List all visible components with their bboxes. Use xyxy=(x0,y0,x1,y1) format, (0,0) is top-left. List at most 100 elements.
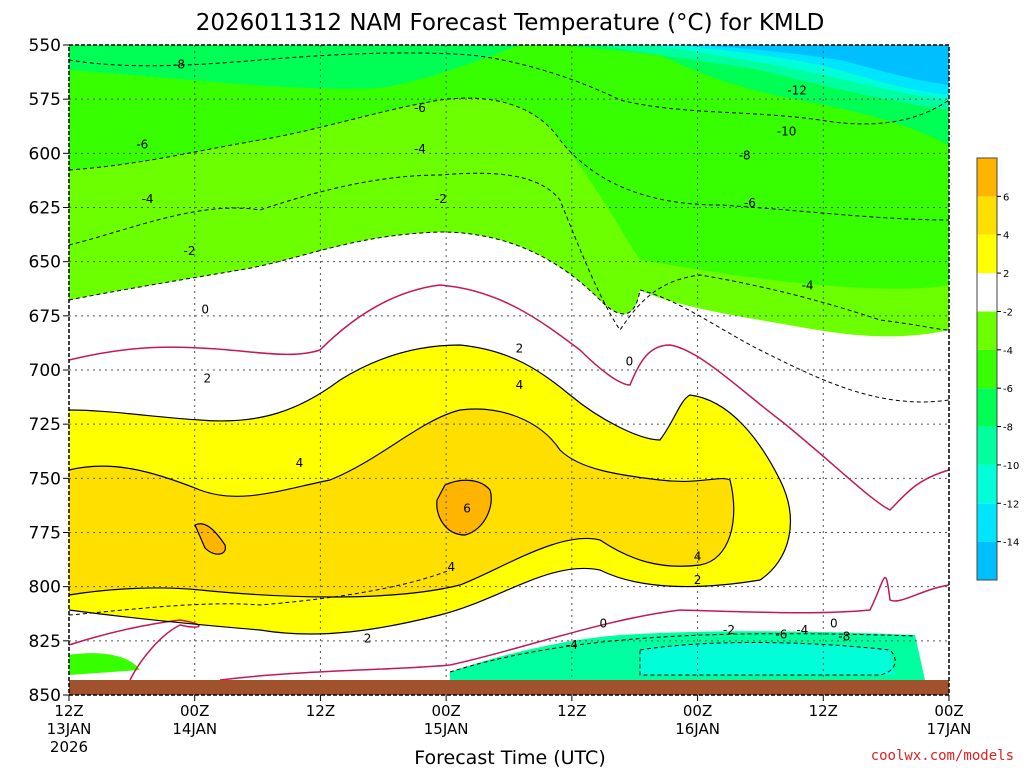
contour-label: -4 xyxy=(142,192,154,206)
y-tick-label-675: 675 xyxy=(29,307,61,327)
negative-isotherms xyxy=(68,52,950,676)
y-tick-label-725: 725 xyxy=(29,415,61,435)
colorbar-tick-label: 4 xyxy=(1003,231,1009,242)
band-6-fill-west xyxy=(195,523,226,555)
contour-label: 2 xyxy=(516,341,524,355)
contour-label: -6 xyxy=(136,138,148,152)
y-tick-label-650: 650 xyxy=(29,253,61,273)
y-tick-label-625: 625 xyxy=(29,199,61,219)
contour-label: 4 xyxy=(516,378,524,392)
x-axis-label: Forecast Time (UTC) xyxy=(414,747,605,768)
x-tick-date-0: 13JAN xyxy=(47,720,92,738)
y-tick-label-575: 575 xyxy=(29,90,61,110)
colorbar: -14 -12 -10 -8 -6 -4 -2 2 4 6 xyxy=(976,157,1019,581)
colorbar-segment xyxy=(977,273,997,312)
isotherm-4 xyxy=(68,408,735,598)
x-tick-label-24: 12Z xyxy=(306,702,335,720)
colorbar-segment xyxy=(977,503,997,542)
band-6-fill xyxy=(436,480,492,535)
y-tick-label-775: 775 xyxy=(29,524,61,544)
contour-label: -6 xyxy=(744,196,756,210)
y-tick-label-600: 600 xyxy=(29,144,61,164)
contour-label: -10 xyxy=(777,125,797,139)
colorbar-segment xyxy=(977,158,997,197)
colorbar-tick-label: 6 xyxy=(1003,192,1009,203)
contour-label: -6 xyxy=(775,627,787,641)
colorbar-tick-label: 2 xyxy=(1003,269,1009,280)
colorbar-segment xyxy=(977,541,997,580)
contour-label: -2 xyxy=(723,623,735,637)
contour-label: -6 xyxy=(414,101,426,115)
contour-label: 0 xyxy=(830,617,838,631)
colorbar-tick-label: -6 xyxy=(1003,384,1013,395)
x-tick-date-84: 17JAN xyxy=(927,720,972,738)
isotherm-zero-upper xyxy=(68,284,950,511)
plot-frame xyxy=(68,44,950,696)
isotherm-6-west xyxy=(194,523,227,555)
x-tick-label-60: 00Z xyxy=(683,702,712,720)
x-tick-label-48: 12Z xyxy=(557,702,586,720)
x-tick-date-36: 15JAN xyxy=(424,720,469,738)
isotherm-minus-8 xyxy=(68,52,950,125)
colorbar-tick-label: -14 xyxy=(1003,538,1019,549)
contour-label: -8 xyxy=(173,58,185,72)
contour-label: -8 xyxy=(838,630,850,644)
ground-surface xyxy=(69,680,949,695)
contour-label: -4 xyxy=(414,142,426,156)
contour-label: -12 xyxy=(787,84,807,98)
y-axis: 550 575 600 625 650 675 700 725 750 775 800 825 850 xyxy=(29,36,69,706)
chart-title: 2026011312 NAM Forecast Temperature (°C)… xyxy=(196,10,825,36)
low-level-cold-core-fill xyxy=(640,642,895,675)
band-4-fill xyxy=(69,409,734,597)
y-tick-label-550: 550 xyxy=(29,36,61,56)
colorbar-tick-label: -4 xyxy=(1003,346,1013,357)
x-tick-date-60: 16JAN xyxy=(675,720,720,738)
y-tick-label-750: 750 xyxy=(29,469,61,489)
colorbar-tick-label: -8 xyxy=(1003,423,1013,434)
contour-label: 0 xyxy=(201,302,209,316)
contour-label: 0 xyxy=(626,354,634,368)
y-tick-label-800: 800 xyxy=(29,578,61,598)
surface-green-patch-fill xyxy=(69,653,140,675)
contour-label: 6 xyxy=(463,502,471,516)
contour-label: -4 xyxy=(566,638,578,652)
isotherm-minus-6-low xyxy=(639,642,896,676)
isotherm-6 xyxy=(436,479,492,536)
contour-label: 4 xyxy=(694,549,702,563)
colorbar-tick-label: -10 xyxy=(1003,461,1019,472)
colorbar-segment xyxy=(977,196,997,235)
isotherm-2 xyxy=(68,344,791,635)
isotherm-minus-4 xyxy=(68,172,950,331)
contour-label: 4 xyxy=(296,456,304,470)
isotherm-minus-6 xyxy=(68,97,950,221)
colorbar-segment xyxy=(977,349,997,389)
x-tick-year-0: 2026 xyxy=(50,738,88,756)
band-minus-6-fill xyxy=(69,45,949,145)
isotherm-minus-2-low xyxy=(68,569,916,673)
contour-label: 2 xyxy=(364,632,372,646)
y-tick-label-825: 825 xyxy=(29,632,61,652)
colorbar-segment xyxy=(977,234,997,274)
contour-label: 4 xyxy=(448,560,456,574)
x-tick-date-12: 14JAN xyxy=(172,720,217,738)
contour-label: -4 xyxy=(796,623,808,637)
x-tick-label-72: 12Z xyxy=(809,702,838,720)
isotherm-zero-lower-east xyxy=(219,576,950,681)
band-minus-6-fill-west xyxy=(69,45,520,89)
x-tick-label-84: 00Z xyxy=(934,702,963,720)
contour-label: -8 xyxy=(739,149,751,163)
contour-label: 2 xyxy=(203,372,211,386)
contour-label: -2 xyxy=(435,192,447,206)
x-tick-label-36: 00Z xyxy=(431,702,460,720)
contour-label: 2 xyxy=(694,573,702,587)
colorbar-segment xyxy=(977,464,997,504)
colorbar-segment xyxy=(977,388,997,427)
colorbar-tick-label: -2 xyxy=(1003,307,1013,318)
contour-label: 0 xyxy=(599,617,607,631)
y-tick-label-850: 850 xyxy=(29,686,61,706)
band-minus-14-fill xyxy=(700,45,949,85)
